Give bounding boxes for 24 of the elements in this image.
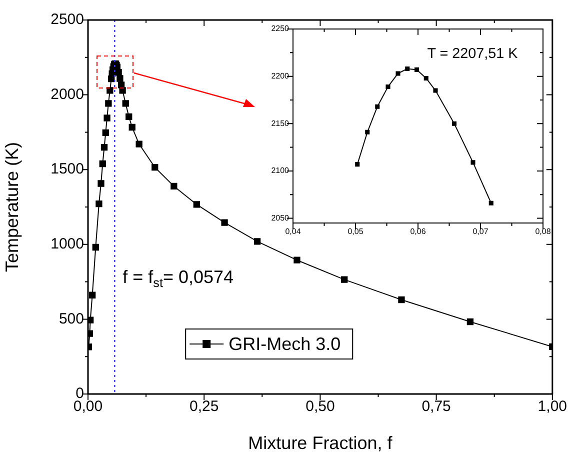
y-tick-label: 1500 [50, 160, 84, 178]
y-tick-label: 500 [58, 310, 84, 328]
y-tick-label: 2100 [271, 166, 290, 176]
legend-label: GRI-Mech 3.0 [228, 334, 341, 354]
x-tick-label: 0,07 [472, 227, 489, 236]
y-tick-label: 1000 [50, 236, 84, 253]
y-axis-title: Temperature (K) [2, 142, 22, 272]
x-tick-label: 0,00 [73, 398, 103, 416]
x-tick-label: 0,08 [535, 227, 552, 236]
annotation: T = 2207,51 K [427, 46, 518, 62]
x-tick-label: 1,00 [538, 398, 568, 416]
x-axis-title: Mixture Fraction, f [248, 433, 394, 454]
y-tick-label: 2500 [50, 11, 84, 28]
x-tick-label: 0,75 [422, 398, 451, 416]
y-tick-label: 2000 [50, 86, 84, 103]
x-tick-label: 0,06 [410, 227, 426, 236]
y-tick-label: 2150 [271, 118, 290, 128]
x-tick-label: 0,05 [348, 227, 364, 236]
y-tick-label: 2200 [271, 72, 290, 81]
y-tick-label: 2050 [271, 213, 290, 222]
x-tick-label: 0,50 [306, 398, 335, 416]
x-tick-label: 0,04 [285, 227, 302, 236]
y-tick-label: 2250 [271, 24, 290, 34]
x-tick-label: 0,25 [190, 398, 219, 416]
